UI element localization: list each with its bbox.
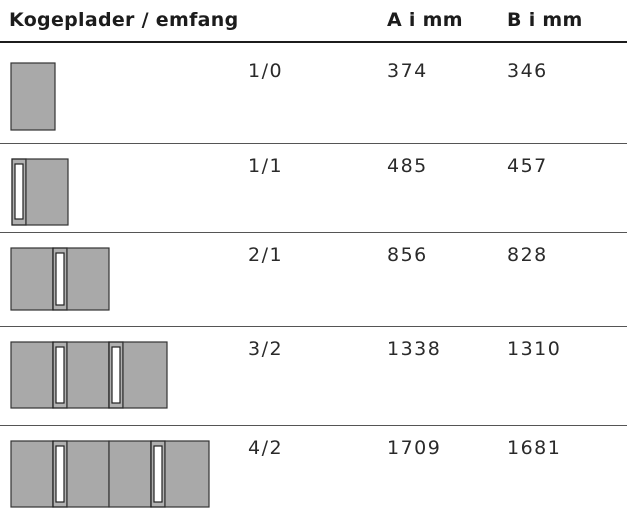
table-row: 4/2 1709 1681 [0, 427, 627, 517]
a-cell: 856 [387, 244, 428, 266]
header-a: A i mm [387, 9, 463, 31]
row-divider [0, 425, 627, 426]
two-hobs-one-extractor-icon [10, 247, 110, 311]
config-cell: 1/0 [248, 60, 284, 82]
table-row: 2/1 856 828 [0, 234, 627, 322]
b-cell: 828 [507, 244, 548, 266]
b-cell: 1681 [507, 437, 562, 459]
a-cell: 374 [387, 60, 428, 82]
config-cell: 4/2 [248, 437, 284, 459]
a-cell: 485 [387, 155, 428, 177]
table-header: Kogeplader / emfang A i mm B i mm [0, 0, 627, 43]
table-row: 3/2 1338 1310 [0, 328, 627, 420]
hob-with-extractor-icon [11, 158, 69, 226]
single-hob-icon [10, 62, 56, 131]
row-divider [0, 326, 627, 327]
table-row: 1/1 485 457 [0, 145, 627, 227]
header-b: B i mm [507, 9, 583, 31]
b-cell: 1310 [507, 338, 562, 360]
config-cell: 3/2 [248, 338, 284, 360]
row-divider [0, 143, 627, 144]
four-hobs-two-extractors-icon [10, 440, 210, 508]
b-cell: 457 [507, 155, 548, 177]
a-cell: 1338 [387, 338, 442, 360]
config-cell: 1/1 [248, 155, 284, 177]
a-cell: 1709 [387, 437, 442, 459]
b-cell: 346 [507, 60, 548, 82]
row-divider [0, 232, 627, 233]
table-row: 1/0 374 346 [0, 50, 627, 142]
three-hobs-two-extractors-icon [10, 341, 168, 409]
config-cell: 2/1 [248, 244, 284, 266]
header-config: Kogeplader / emfang [9, 9, 239, 31]
